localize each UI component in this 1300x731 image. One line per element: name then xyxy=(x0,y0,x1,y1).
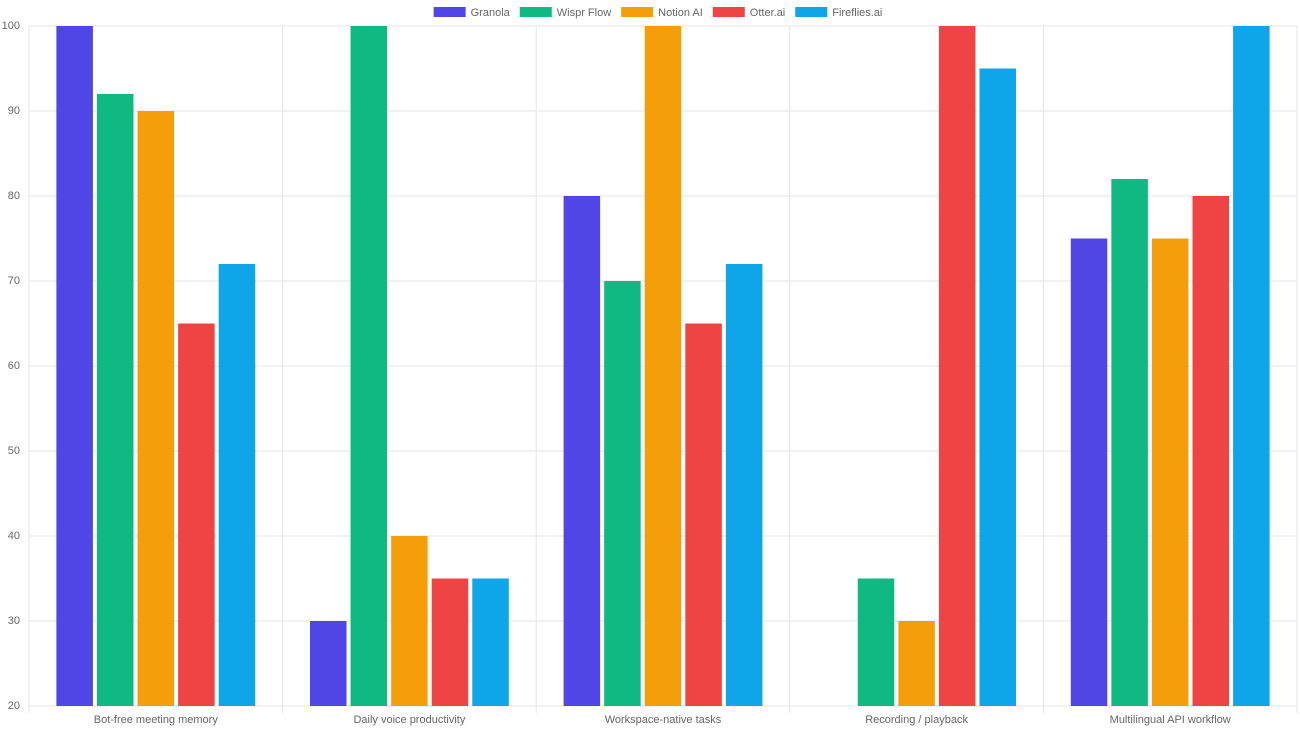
legend-label: Fireflies.ai xyxy=(832,7,882,19)
y-tick-label: 30 xyxy=(8,615,20,627)
bar xyxy=(218,264,256,706)
y-tick-label: 50 xyxy=(8,445,20,457)
bar xyxy=(938,26,976,706)
legend-swatch xyxy=(712,7,745,17)
bar xyxy=(137,111,175,706)
bar xyxy=(431,578,469,706)
bar xyxy=(563,196,601,706)
bar xyxy=(178,323,215,706)
bar xyxy=(898,621,935,706)
legend-label: Wispr Flow xyxy=(557,7,611,19)
x-tick-label: Workspace-native tasks xyxy=(605,714,722,726)
legend: Granola Wispr Flow Notion AI Otter.ai Firefl… xyxy=(433,7,882,19)
bar xyxy=(56,26,93,706)
legend-item: Granola xyxy=(433,7,511,19)
bar xyxy=(1070,238,1108,706)
y-tick-label: 70 xyxy=(8,275,20,287)
y-tick-label: 100 xyxy=(2,20,20,32)
bar xyxy=(350,26,388,706)
y-tick-label: 60 xyxy=(8,360,20,372)
bar xyxy=(604,281,641,706)
legend-label: Notion AI xyxy=(658,7,703,19)
bar xyxy=(1233,26,1270,706)
legend-swatch xyxy=(519,7,552,17)
bar xyxy=(857,578,895,706)
y-tick-label: 20 xyxy=(8,700,20,712)
bar xyxy=(391,536,428,706)
y-tick-label: 40 xyxy=(8,530,20,542)
bar xyxy=(1111,179,1148,706)
legend-swatch xyxy=(795,7,828,17)
legend-label: Granola xyxy=(471,7,511,19)
legend-swatch xyxy=(621,7,654,17)
x-tick-label: Bot-free meeting memory xyxy=(94,714,219,726)
x-tick-label: Multilingual API workflow xyxy=(1110,714,1231,726)
bar xyxy=(96,94,134,706)
bar xyxy=(1192,196,1230,706)
bar xyxy=(979,68,1017,706)
bar xyxy=(725,264,763,706)
bar xyxy=(472,578,509,706)
x-tick-label: Recording / playback xyxy=(865,714,968,726)
bar xyxy=(309,621,347,706)
x-tick-label: Daily voice productivity xyxy=(353,714,465,726)
legend-item: Otter.ai xyxy=(712,7,785,19)
legend-item: Fireflies.ai xyxy=(795,7,882,19)
y-tick-label: 80 xyxy=(8,190,20,202)
y-tick-label: 90 xyxy=(8,105,20,117)
legend-item: Notion AI xyxy=(621,7,703,19)
legend-label: Otter.ai xyxy=(750,7,785,19)
bar xyxy=(685,323,722,706)
legend-swatch xyxy=(433,7,466,17)
legend-item: Wispr Flow xyxy=(519,7,611,19)
bar xyxy=(644,26,682,706)
bar xyxy=(1151,238,1189,706)
